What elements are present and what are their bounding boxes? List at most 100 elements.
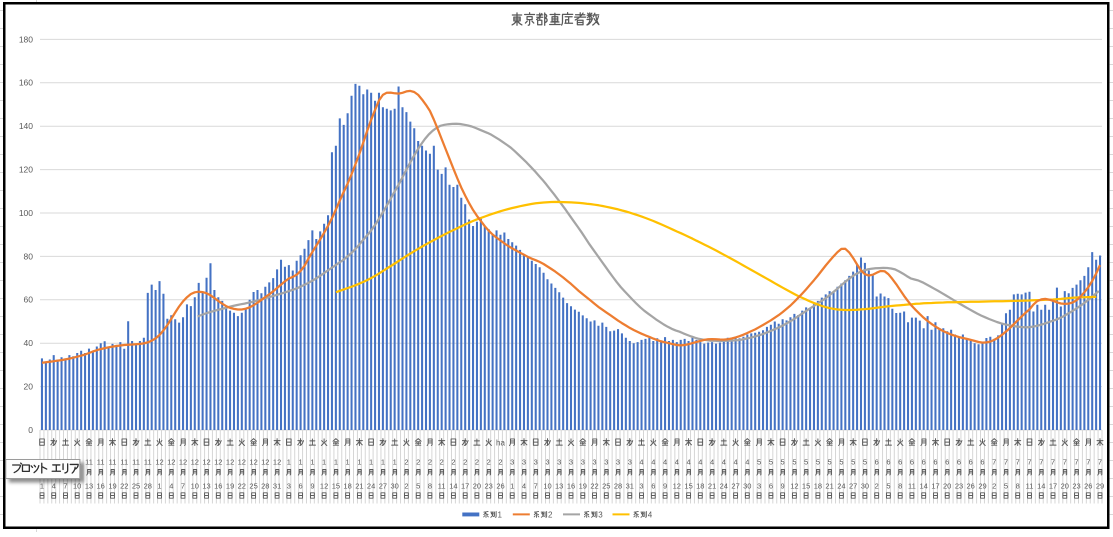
- svg-text:11: 11: [438, 481, 446, 490]
- svg-text:23: 23: [955, 481, 963, 490]
- svg-text:0: 0: [28, 425, 33, 435]
- svg-text:17: 17: [931, 481, 939, 490]
- svg-text:6: 6: [769, 481, 773, 490]
- svg-text:24: 24: [367, 481, 375, 490]
- svg-text:15: 15: [802, 481, 810, 490]
- svg-text:4: 4: [52, 481, 56, 490]
- svg-text:3: 3: [569, 458, 573, 467]
- svg-text:17: 17: [1049, 481, 1057, 490]
- svg-text:5: 5: [804, 458, 808, 467]
- svg-text:1: 1: [498, 510, 503, 519]
- svg-text:15: 15: [684, 481, 692, 490]
- svg-text:6: 6: [299, 481, 303, 490]
- svg-text:4: 4: [734, 458, 738, 467]
- svg-text:12: 12: [790, 481, 798, 490]
- svg-text:1: 1: [334, 458, 338, 467]
- svg-text:5: 5: [828, 458, 832, 467]
- svg-text:11: 11: [132, 458, 140, 467]
- svg-text:19: 19: [226, 481, 234, 490]
- svg-text:7: 7: [1051, 458, 1055, 467]
- svg-text:30: 30: [743, 481, 751, 490]
- svg-text:12: 12: [226, 458, 234, 467]
- svg-text:21: 21: [825, 481, 833, 490]
- svg-text:7: 7: [1063, 458, 1067, 467]
- svg-text:5: 5: [851, 458, 855, 467]
- svg-text:26: 26: [1084, 481, 1092, 490]
- svg-text:7: 7: [1027, 458, 1031, 467]
- svg-text:20: 20: [1061, 481, 1069, 490]
- svg-text:1: 1: [357, 458, 361, 467]
- svg-text:6: 6: [886, 458, 890, 467]
- svg-text:21: 21: [708, 481, 716, 490]
- svg-text:4: 4: [745, 458, 749, 467]
- svg-text:12: 12: [238, 458, 246, 467]
- svg-text:2: 2: [416, 458, 420, 467]
- svg-text:24: 24: [837, 481, 845, 490]
- svg-text:25: 25: [132, 481, 140, 490]
- svg-text:12: 12: [167, 458, 175, 467]
- svg-text:12: 12: [202, 458, 210, 467]
- svg-text:5: 5: [781, 458, 785, 467]
- svg-text:29: 29: [1096, 481, 1104, 490]
- svg-text:4: 4: [522, 481, 526, 490]
- svg-text:60: 60: [24, 295, 34, 305]
- svg-text:16: 16: [567, 481, 575, 490]
- svg-text:17: 17: [461, 481, 469, 490]
- svg-text:1: 1: [322, 458, 326, 467]
- svg-text:20: 20: [24, 382, 34, 392]
- svg-text:21: 21: [355, 481, 363, 490]
- svg-text:27: 27: [731, 481, 739, 490]
- svg-text:11: 11: [908, 481, 916, 490]
- svg-text:5: 5: [416, 481, 420, 490]
- svg-text:2: 2: [440, 458, 444, 467]
- svg-text:ha: ha: [496, 438, 505, 447]
- svg-text:7: 7: [181, 481, 185, 490]
- svg-text:31: 31: [626, 481, 634, 490]
- svg-text:2: 2: [451, 458, 455, 467]
- svg-text:19: 19: [108, 481, 116, 490]
- svg-text:13: 13: [202, 481, 210, 490]
- svg-text:10: 10: [191, 481, 199, 490]
- svg-text:7: 7: [1016, 458, 1020, 467]
- svg-text:9: 9: [781, 481, 785, 490]
- svg-text:3: 3: [616, 458, 620, 467]
- svg-text:6: 6: [910, 458, 914, 467]
- svg-text:7: 7: [534, 481, 538, 490]
- svg-text:12: 12: [179, 458, 187, 467]
- svg-text:7: 7: [1086, 458, 1090, 467]
- svg-text:2: 2: [875, 481, 879, 490]
- svg-text:19: 19: [579, 481, 587, 490]
- svg-text:4: 4: [639, 458, 643, 467]
- svg-text:3: 3: [592, 458, 596, 467]
- svg-text:4: 4: [169, 481, 173, 490]
- svg-text:4: 4: [698, 458, 702, 467]
- svg-text:3: 3: [639, 481, 643, 490]
- svg-text:5: 5: [886, 481, 890, 490]
- svg-text:2: 2: [992, 481, 996, 490]
- svg-text:12: 12: [191, 458, 199, 467]
- svg-text:14: 14: [1037, 481, 1045, 490]
- svg-text:3: 3: [604, 458, 608, 467]
- svg-text:6: 6: [933, 458, 937, 467]
- svg-text:24: 24: [720, 481, 728, 490]
- svg-text:12: 12: [155, 458, 163, 467]
- svg-text:2: 2: [404, 481, 408, 490]
- svg-text:5: 5: [792, 458, 796, 467]
- svg-text:40: 40: [24, 338, 34, 348]
- svg-text:14: 14: [449, 481, 457, 490]
- svg-text:140: 140: [19, 121, 33, 131]
- svg-text:28: 28: [261, 481, 269, 490]
- svg-text:16: 16: [97, 481, 105, 490]
- svg-text:1: 1: [393, 458, 397, 467]
- svg-text:26: 26: [496, 481, 504, 490]
- svg-text:12: 12: [261, 458, 269, 467]
- svg-text:22: 22: [590, 481, 598, 490]
- svg-text:7: 7: [992, 458, 996, 467]
- svg-text:20: 20: [943, 481, 951, 490]
- svg-text:7: 7: [1004, 458, 1008, 467]
- svg-text:4: 4: [648, 510, 653, 519]
- svg-text:100: 100: [19, 208, 33, 218]
- svg-text:29: 29: [978, 481, 986, 490]
- svg-text:5: 5: [863, 458, 867, 467]
- svg-text:8: 8: [428, 481, 432, 490]
